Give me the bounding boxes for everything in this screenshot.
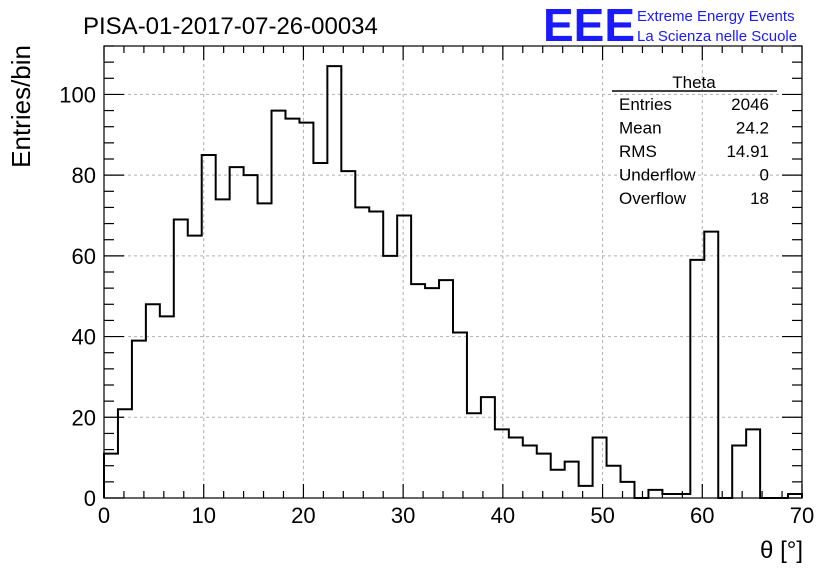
eee-logo: EEE Extreme Energy Events La Scienza nel… xyxy=(543,0,797,51)
y-tick-label: 40 xyxy=(72,325,96,350)
y-axis-label: Entries/bin xyxy=(6,45,36,168)
x-tick-label: 0 xyxy=(98,503,110,528)
stats-value: 18 xyxy=(750,189,769,208)
y-tick-label: 20 xyxy=(72,405,96,430)
stats-label: Mean xyxy=(619,119,662,138)
x-axis-label: θ [°] xyxy=(760,537,803,564)
stats-value: 14.91 xyxy=(726,142,769,161)
stats-value: 24.2 xyxy=(736,119,769,138)
y-tick-label: 60 xyxy=(72,244,96,269)
y-tick-label: 0 xyxy=(84,486,96,511)
stats-label: Underflow xyxy=(619,166,696,185)
y-tick-label: 100 xyxy=(59,82,96,107)
logo-mark: EEE xyxy=(543,0,635,51)
axis-ticks xyxy=(103,45,803,499)
x-tick-label: 20 xyxy=(291,503,315,528)
stats-value: 2046 xyxy=(731,95,769,114)
stats-value: 0 xyxy=(760,166,769,185)
logo-line1: Extreme Energy Events xyxy=(637,8,795,25)
stats-label: RMS xyxy=(619,142,657,161)
chart-title: PISA-01-2017-07-26-00034 xyxy=(83,13,378,40)
grid-lines xyxy=(104,46,802,498)
x-tick-label: 60 xyxy=(690,503,714,528)
y-tick-labels: 0 20 40 60 80 100 xyxy=(59,82,96,511)
x-tick-label: 50 xyxy=(590,503,614,528)
logo-line2: La Scienza nelle Scuole xyxy=(637,28,797,45)
stats-box: Theta Entries 2046 Mean 24.2 RMS 14.91 Underfl… xyxy=(612,73,777,208)
x-tick-labels: 0 10 20 30 40 50 60 70 xyxy=(98,503,814,528)
x-tick-label: 10 xyxy=(191,503,215,528)
x-tick-label: 40 xyxy=(491,503,515,528)
stats-label: Entries xyxy=(619,95,672,114)
plot-frame xyxy=(103,45,803,499)
x-tick-label: 30 xyxy=(391,503,415,528)
stats-label: Overflow xyxy=(619,189,687,208)
histogram-line xyxy=(103,65,803,499)
x-tick-label: 70 xyxy=(790,503,814,528)
stats-title: Theta xyxy=(672,73,716,92)
y-tick-label: 80 xyxy=(72,163,96,188)
